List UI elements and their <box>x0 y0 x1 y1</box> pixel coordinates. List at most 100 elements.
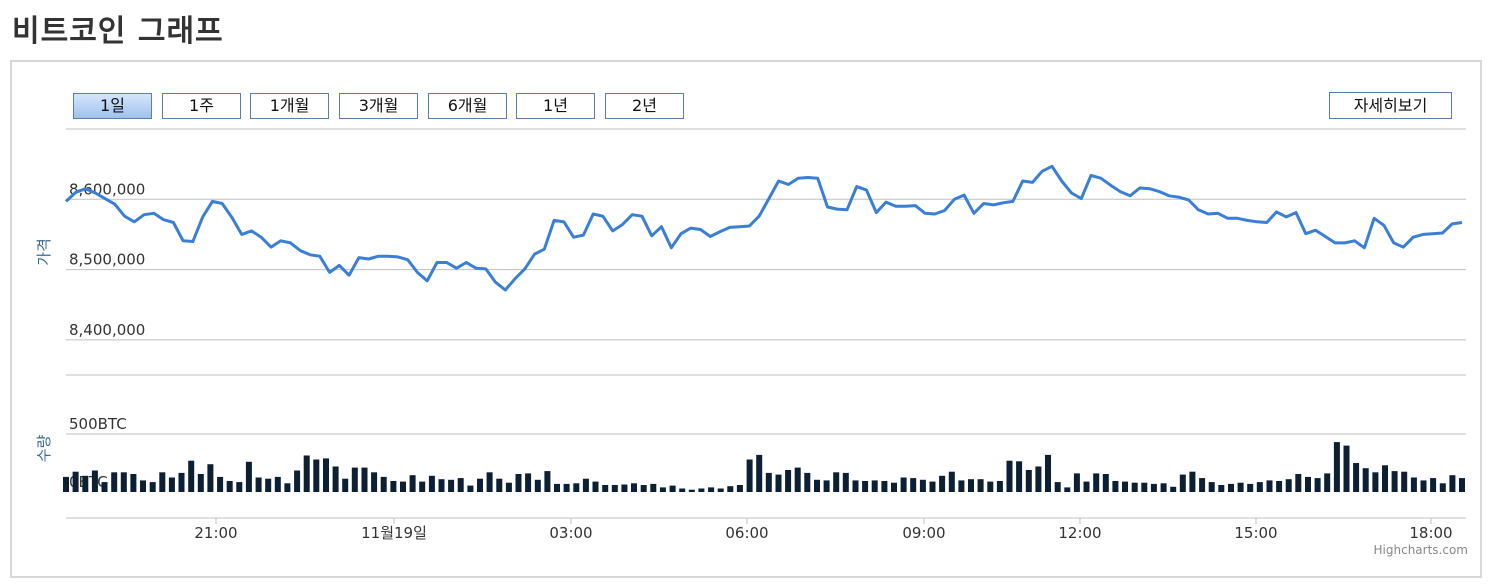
volume-bar <box>1006 460 1013 492</box>
volume-bar <box>717 488 724 492</box>
volume-bar <box>226 481 233 492</box>
volume-bar <box>448 479 455 492</box>
volume-bar <box>650 483 657 492</box>
volume-bar <box>1054 482 1061 492</box>
volume-bar <box>1102 474 1109 492</box>
x-axis-tick-label: 11월19일 <box>361 524 427 542</box>
volume-bar <box>1131 482 1138 492</box>
volume-bar <box>881 481 888 492</box>
x-axis-tick-label: 18:00 <box>1409 524 1452 542</box>
range-button-2[interactable]: 1개월 <box>250 93 329 119</box>
volume-bar <box>1112 481 1119 492</box>
x-axis-tick-label: 09:00 <box>902 524 945 542</box>
volume-bar <box>178 472 185 492</box>
volume-bar <box>910 478 917 492</box>
volume-bar <box>736 485 743 492</box>
volume-bar <box>1025 470 1032 492</box>
volume-bar <box>582 478 589 492</box>
volume-bar <box>159 472 166 492</box>
volume-bar <box>977 479 984 492</box>
volume-bar <box>534 479 541 492</box>
volume-bar <box>294 470 301 492</box>
volume-bar <box>1439 483 1446 492</box>
detail-view-button[interactable]: 자세히보기 <box>1329 92 1452 119</box>
volume-bar <box>1122 481 1128 492</box>
volume-bar <box>1449 475 1456 492</box>
volume-bar <box>688 489 695 492</box>
range-button-1[interactable]: 1주 <box>162 93 241 119</box>
volume-bar <box>698 488 705 492</box>
volume-bar <box>544 471 551 492</box>
volume-bar <box>785 470 792 492</box>
range-button-5[interactable]: 1년 <box>516 93 595 119</box>
range-button-3[interactable]: 3개월 <box>339 93 418 119</box>
price-tick-label: 8,400,000 <box>69 321 145 339</box>
volume-bar <box>852 480 859 492</box>
volume-bar <box>631 483 637 492</box>
volume-bar <box>1237 482 1244 492</box>
volume-bar <box>659 487 666 492</box>
volume-bar <box>862 481 869 492</box>
volume-bar <box>708 487 715 492</box>
volume-bar <box>775 474 782 492</box>
volume-bar <box>486 472 493 492</box>
volume-bar <box>871 480 878 492</box>
volume-bar <box>679 488 686 492</box>
volume-bar <box>284 483 291 492</box>
volume-bar <box>746 459 753 492</box>
price-line <box>64 164 1463 292</box>
volume-bar <box>1064 487 1071 492</box>
volume-bar <box>1218 485 1225 492</box>
volume-bar <box>245 461 252 492</box>
volume-bar <box>351 467 358 492</box>
highcharts-credit[interactable]: Highcharts.com <box>1373 543 1468 557</box>
x-axis-tick-label: 15:00 <box>1234 524 1277 542</box>
volume-bar <box>467 485 474 492</box>
volume-bar <box>1228 483 1234 492</box>
volume-bar <box>149 482 156 492</box>
page-title: 비트코인 그래프 <box>12 14 224 49</box>
volume-bar <box>996 481 1003 492</box>
volume-bar <box>1199 478 1206 492</box>
volume-bar <box>939 475 946 492</box>
volume-bar <box>313 459 320 492</box>
volume-bar <box>428 475 435 492</box>
volume-tick-label: 500BTC <box>69 415 127 433</box>
volume-bar <box>727 486 734 492</box>
range-button-6[interactable]: 2년 <box>605 93 684 119</box>
volume-bar <box>82 475 89 492</box>
volume-bar <box>958 480 965 492</box>
volume-bar <box>72 471 79 492</box>
volume-bar <box>409 475 416 492</box>
volume-bar <box>1073 473 1080 492</box>
volume-bar <box>217 476 224 492</box>
volume-bar <box>842 472 849 492</box>
volume-bar <box>496 478 503 492</box>
volume-bar <box>919 479 926 492</box>
volume-bar <box>1430 478 1437 492</box>
volume-bar <box>477 478 483 492</box>
volume-bar <box>1420 480 1427 492</box>
volume-bar <box>987 481 994 492</box>
volume-bar <box>1276 481 1283 492</box>
volume-bar <box>140 480 146 492</box>
volume-bar <box>188 460 195 492</box>
volume-bar <box>1305 476 1311 492</box>
price-axis-label: 가격 <box>35 238 53 266</box>
range-button-0[interactable]: 1일 <box>73 93 152 119</box>
volume-bar <box>1160 483 1167 492</box>
volume-bar <box>823 480 830 492</box>
volume-bar <box>1035 466 1042 492</box>
volume-bar <box>236 482 243 492</box>
volume-bar <box>929 481 936 492</box>
volume-bar <box>197 474 204 492</box>
volume-bar <box>1266 480 1273 492</box>
volume-bar <box>563 483 570 492</box>
price-tick-label: 8,500,000 <box>69 251 145 269</box>
volume-bar <box>573 483 580 492</box>
volume-bar <box>611 485 618 492</box>
range-button-4[interactable]: 6개월 <box>428 93 507 119</box>
volume-bar <box>554 483 560 492</box>
volume-bar <box>1247 483 1254 492</box>
volume-bar <box>1150 483 1157 492</box>
